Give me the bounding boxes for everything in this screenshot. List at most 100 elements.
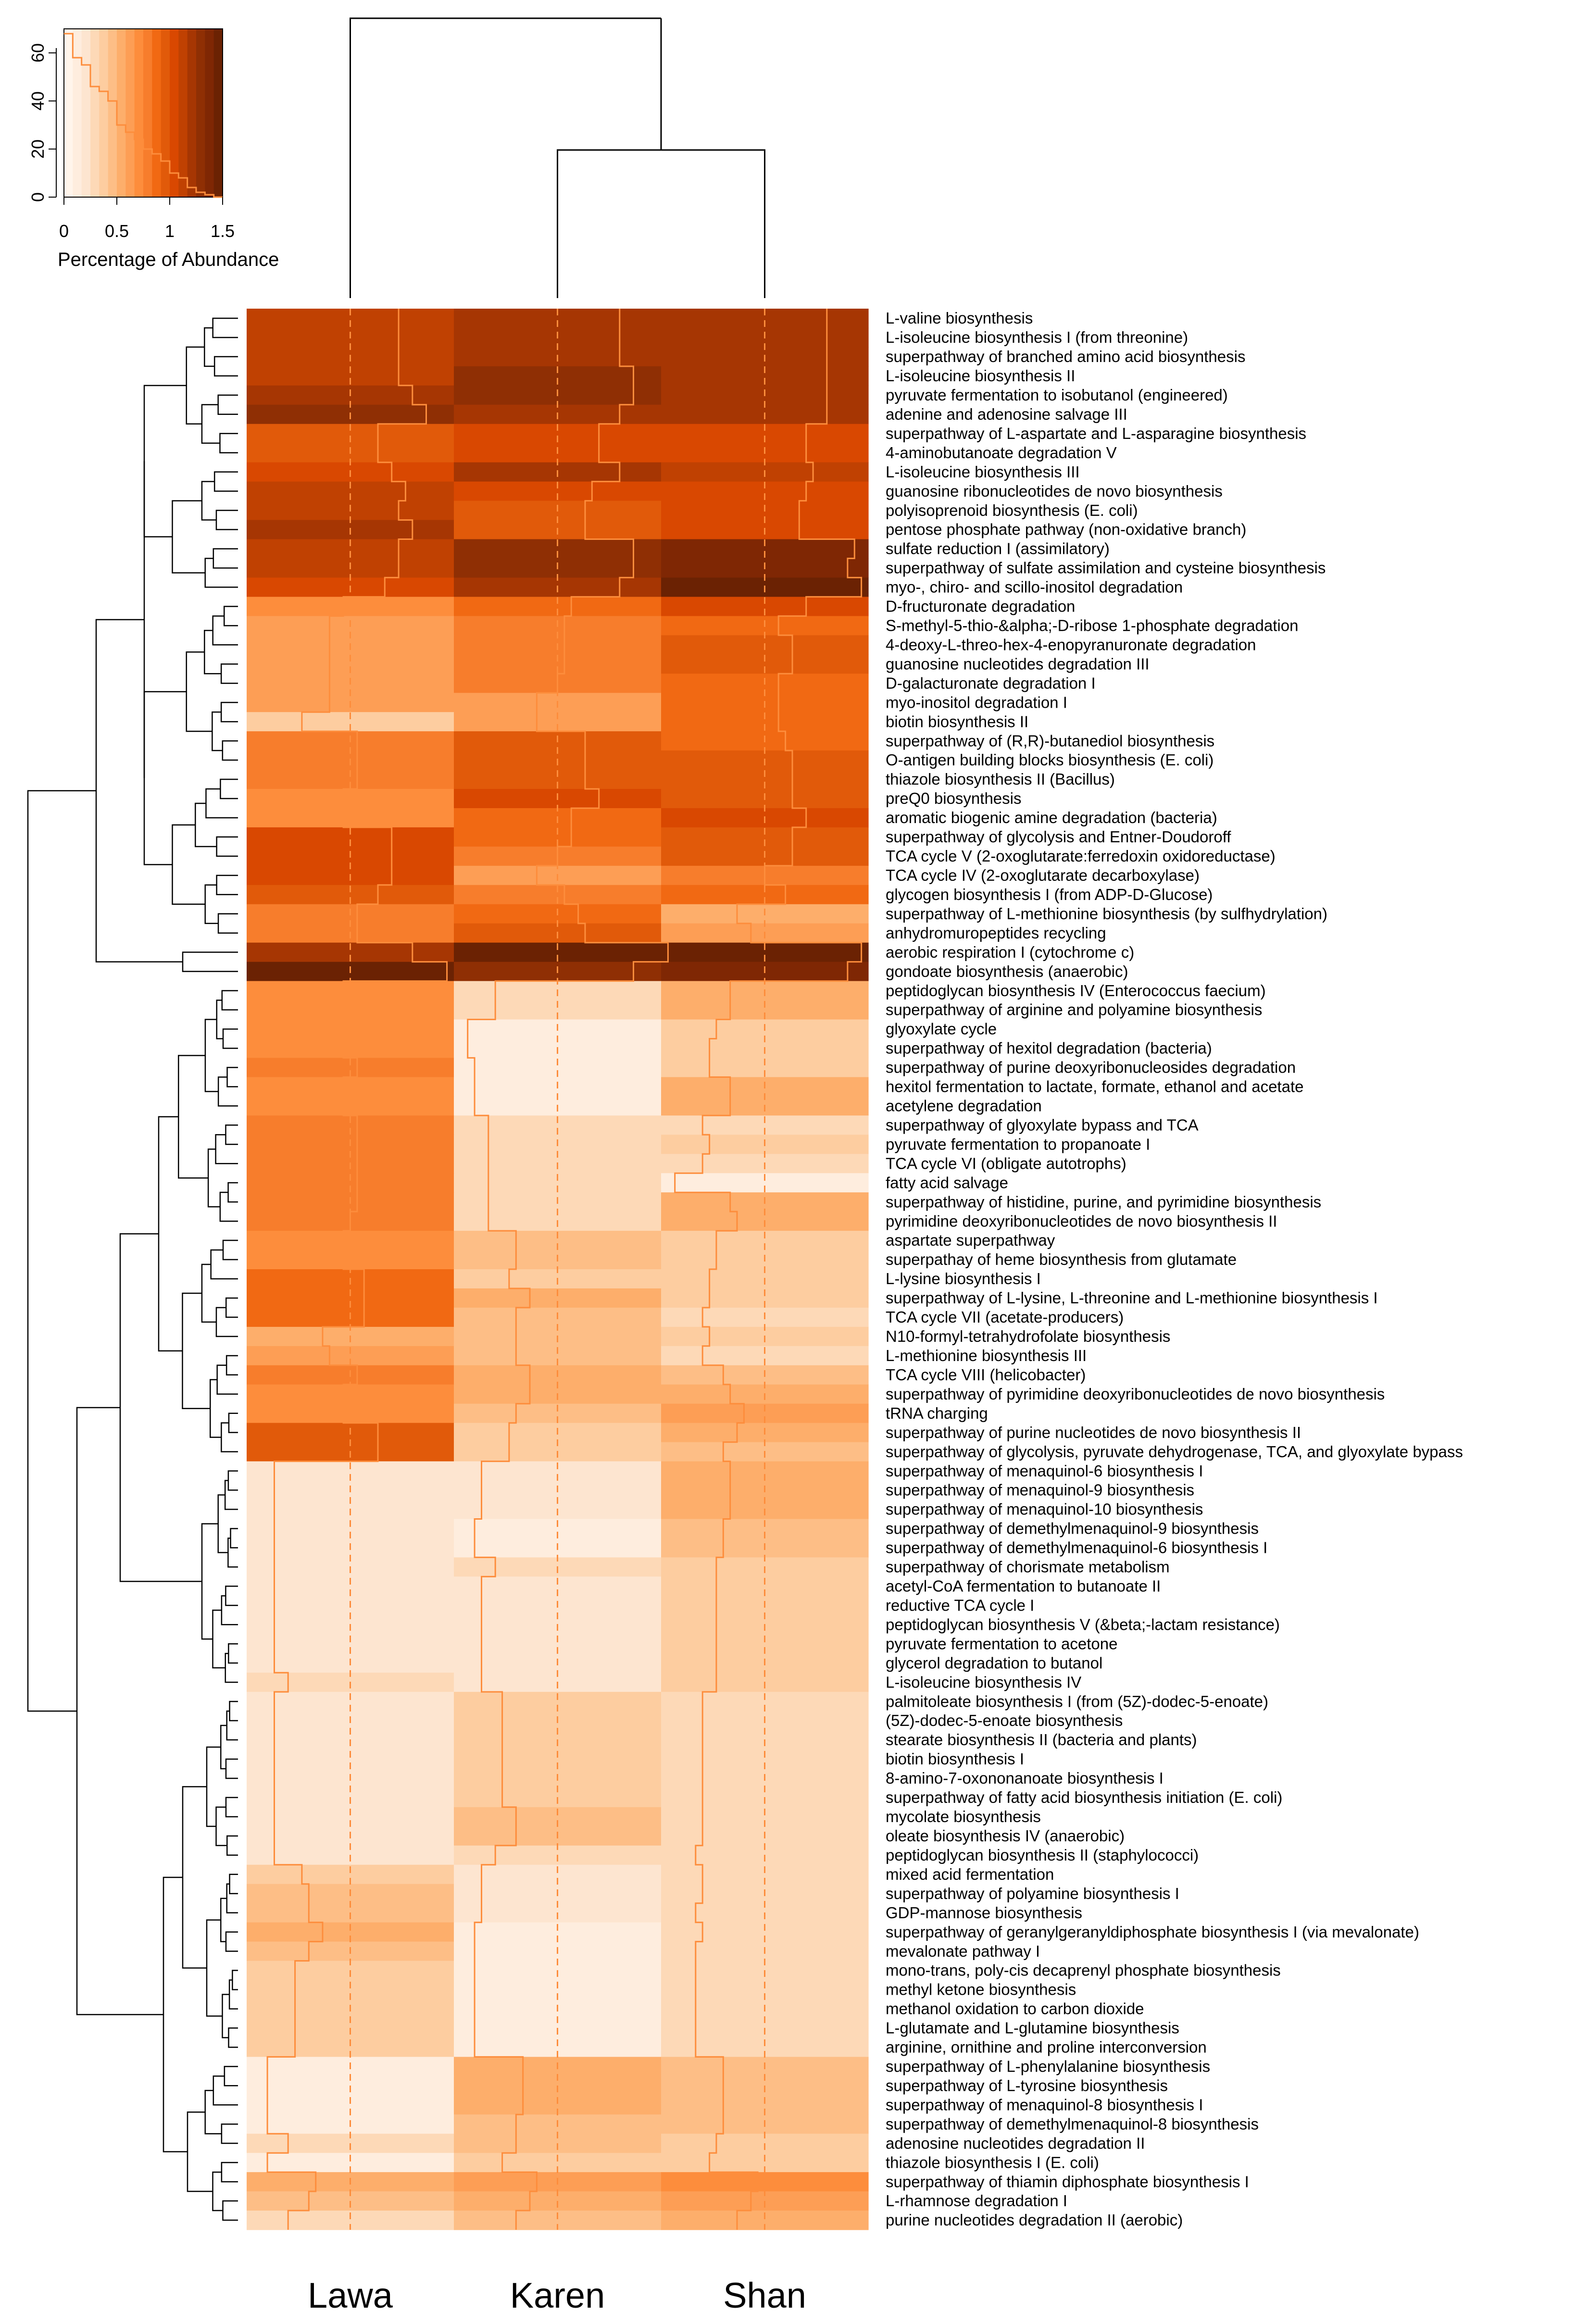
row-dendrogram-branch	[221, 990, 238, 1011]
row-dendrogram-branch	[217, 394, 238, 415]
row-label: L-valine biosynthesis	[886, 309, 1033, 327]
row-label: superpathway of hexitol degradation (bac…	[886, 1039, 1212, 1057]
color-key-swatch	[205, 29, 214, 197]
color-key-swatch	[90, 29, 100, 197]
row-dendrogram-branch	[227, 1470, 238, 1491]
row-dendrogram-branch	[225, 1355, 238, 1376]
row-label: reductive TCA cycle I	[886, 1596, 1034, 1614]
row-dendrogram-branch	[216, 875, 238, 896]
row-dendrogram-branch	[143, 691, 187, 865]
color-key: 0 0.5 1 1.5 0 20 40 60 Percentage of Abundance	[28, 28, 279, 270]
row-dendrogram-branch	[172, 500, 205, 574]
row-dendrogram-branch	[201, 404, 220, 444]
row-dendrogram-branch	[225, 1758, 238, 1779]
row-dendrogram-branch	[213, 356, 238, 377]
trace-line	[467, 309, 669, 2230]
row-dendrogram-branch	[226, 1710, 238, 1741]
row-dendrogram-branch	[95, 619, 183, 962]
row-label: pyruvate fermentation to propanoate I	[886, 1135, 1150, 1153]
row-dendrogram-branch	[182, 1292, 211, 1409]
row-dendrogram-branch	[217, 913, 238, 934]
row-dendrogram-branch	[228, 1412, 238, 1433]
color-key-swatch	[187, 29, 197, 197]
row-label: superpathway of chorismate metabolism	[886, 1558, 1170, 1576]
row-label: biotin biosynthesis II	[886, 712, 1028, 730]
row-label: biotin biosynthesis I	[886, 1750, 1024, 1768]
row-labels: L-valine biosynthesis L-isoleucine biosyn…	[886, 309, 1463, 2229]
row-label: anhydromuropeptides recycling	[886, 924, 1106, 942]
row-dendrogram-branch	[228, 1979, 238, 2010]
row-dendrogram-root	[27, 790, 96, 1712]
row-label: pentose phosphate pathway (non-oxidative…	[886, 521, 1246, 538]
row-label: TCA cycle VIII (helicobacter)	[886, 1366, 1086, 1384]
row-label: D-galacturonate degradation I	[886, 674, 1096, 692]
row-dendrogram-branch	[216, 1364, 238, 1395]
column-label: Lawa	[308, 2275, 393, 2315]
row-dendrogram-branch	[163, 1876, 188, 2152]
row-label: palmitoleate biosynthesis I (from (5Z)-d…	[886, 1692, 1268, 1710]
row-dendrogram-branch	[221, 1422, 238, 1452]
row-label: superpathway of demethylmenaquinol-8 bio…	[886, 2115, 1259, 2133]
row-dendrogram-branch	[221, 2123, 238, 2144]
row-label: superpathway of menaquinol-8 biosynthesi…	[886, 2096, 1203, 2113]
row-label: superpathway of L-phenylalanine biosynth…	[886, 2058, 1210, 2075]
row-label: superpathway of histidine, purine, and p…	[886, 1193, 1321, 1211]
row-label: gondoate biosynthesis (anaerobic)	[886, 962, 1128, 980]
row-dendrogram-branch	[223, 606, 238, 626]
color-key-y-tick-label: 60	[28, 43, 48, 62]
row-dendrogram-branch	[172, 824, 205, 905]
row-label: fatty acid salvage	[886, 1174, 1008, 1191]
row-dendrogram-branch	[224, 2066, 238, 2087]
row-label: S-methyl-5-thio-&alpha;-D-ribose 1-phosp…	[886, 617, 1298, 635]
row-label: superpathway of geranylgeranyldiphosphat…	[886, 1923, 1419, 1941]
row-label: peptidoglycan biosynthesis II (staphyloc…	[886, 1846, 1199, 1864]
color-key-histogram	[64, 33, 223, 198]
row-label: aerobic respiration I (cytochrome c)	[886, 943, 1134, 961]
row-dendrogram-branch	[225, 1931, 238, 1952]
color-key-swatch	[117, 29, 126, 197]
row-label: oleate biosynthesis IV (anaerobic)	[886, 1827, 1125, 1845]
row-label: superpathway of pyrimidine deoxyribonucl…	[886, 1385, 1385, 1403]
column-dendrogram	[350, 17, 765, 298]
row-dendrogram-branch	[224, 1480, 238, 1510]
row-dendrogram-branch	[201, 1263, 216, 1323]
row-label: superpathway of (R,R)-butanediol biosynt…	[886, 732, 1214, 750]
row-dendrogram-branch	[219, 1191, 238, 1222]
trace-line	[674, 309, 863, 2230]
trace-line	[266, 309, 448, 2230]
row-dendrogram-branch	[220, 663, 238, 684]
row-dendrogram-branch	[222, 1239, 238, 1261]
row-label: TCA cycle V (2-oxoglutarate:ferredoxin o…	[886, 847, 1276, 865]
row-label: superpathway of glyoxylate bypass and TC…	[886, 1116, 1199, 1134]
row-label: (5Z)-dodec-5-enoate biosynthesis	[886, 1712, 1123, 1729]
row-dendrogram-branch	[225, 1652, 238, 1683]
row-dendrogram-branch	[201, 1523, 218, 1640]
row-label: mono-trans, poly-cis decaprenyl phosphat…	[886, 1962, 1281, 1979]
row-dendrogram-branch	[204, 558, 238, 588]
row-label: glycogen biosynthesis I (from ADP-D-Gluc…	[886, 886, 1213, 903]
row-label: L-lysine biosynthesis I	[886, 1270, 1041, 1287]
color-key-swatch	[143, 29, 152, 197]
row-dendrogram-branch	[204, 1019, 219, 1092]
row-label: superpathway of L-lysine, L-threonine an…	[886, 1289, 1378, 1307]
row-dendrogram-branch	[228, 2027, 238, 2048]
row-dendrogram-branch	[230, 1528, 238, 1549]
color-key-swatch	[73, 29, 82, 197]
row-label: GDP-mannose biosynthesis	[886, 1904, 1082, 1922]
row-label: polyisoprenoid biosynthesis (E. coli)	[886, 501, 1138, 519]
row-dendrogram-branch	[215, 1307, 238, 1337]
row-label: O-antigen building blocks biosynthesis (…	[886, 751, 1214, 769]
row-dendrogram-branch	[217, 1076, 238, 1107]
row-label: 4-aminobutanoate degradation V	[886, 444, 1117, 462]
row-label: TCA cycle VI (obligate autotrophs)	[886, 1154, 1126, 1172]
row-label: superpathway of thiamin diphosphate bios…	[886, 2173, 1249, 2190]
row-dendrogram-branch	[213, 2075, 238, 2106]
row-label: L-isoleucine biosynthesis III	[886, 463, 1080, 481]
row-label: methanol oxidation to carbon dioxide	[886, 2000, 1144, 2018]
row-label: superpathway of fatty acid biosynthesis …	[886, 1788, 1282, 1806]
color-key-swatch	[170, 29, 179, 197]
row-dendrogram-branch	[143, 385, 187, 537]
row-dendrogram-branch	[215, 510, 238, 530]
row-dendrogram-branch	[216, 836, 238, 857]
